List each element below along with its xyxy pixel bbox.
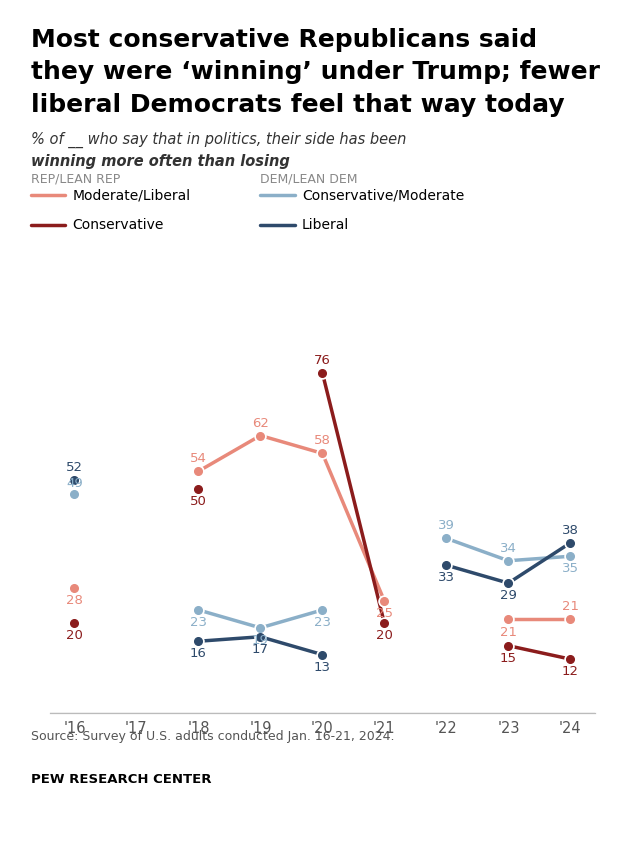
Text: Conservative/Moderate: Conservative/Moderate	[302, 188, 464, 202]
Text: 54: 54	[190, 452, 207, 466]
Text: 19: 19	[252, 634, 269, 647]
Text: 21: 21	[562, 600, 579, 613]
Text: 13: 13	[314, 661, 331, 674]
Text: 38: 38	[562, 524, 579, 537]
Text: 33: 33	[438, 571, 455, 584]
Text: 58: 58	[314, 435, 331, 448]
Text: 21: 21	[500, 626, 517, 639]
Text: 25: 25	[376, 607, 393, 620]
Text: 29: 29	[500, 589, 517, 602]
Text: 16: 16	[190, 647, 207, 660]
Text: Most conservative Republicans said: Most conservative Republicans said	[31, 28, 537, 52]
Text: 34: 34	[500, 542, 517, 555]
Text: 17: 17	[252, 643, 269, 656]
Text: winning more often than losing: winning more often than losing	[31, 154, 290, 168]
Text: 15: 15	[500, 651, 517, 664]
Text: 52: 52	[66, 461, 83, 474]
Text: DEM/LEAN DEM: DEM/LEAN DEM	[260, 173, 358, 186]
Text: Moderate/Liberal: Moderate/Liberal	[73, 188, 191, 202]
Text: REP/LEAN REP: REP/LEAN REP	[31, 173, 120, 186]
Text: 62: 62	[252, 416, 269, 429]
Text: 23: 23	[314, 616, 331, 629]
Text: 23: 23	[190, 616, 207, 629]
Text: % of __ who say that in politics, their side has been: % of __ who say that in politics, their …	[31, 131, 406, 148]
Text: 20: 20	[376, 629, 393, 642]
Text: 39: 39	[438, 519, 455, 532]
Text: 28: 28	[66, 594, 83, 607]
Text: 20: 20	[66, 629, 83, 642]
Text: Source: Survey of U.S. adults conducted Jan. 16-21, 2024.: Source: Survey of U.S. adults conducted …	[31, 730, 394, 743]
Text: 12: 12	[562, 665, 579, 678]
Text: Liberal: Liberal	[302, 218, 349, 232]
Text: liberal Democrats feel that way today: liberal Democrats feel that way today	[31, 93, 565, 118]
Text: 49: 49	[66, 478, 83, 491]
Text: they were ‘winning’ under Trump; fewer: they were ‘winning’ under Trump; fewer	[31, 60, 600, 85]
Text: Conservative: Conservative	[73, 218, 164, 232]
Text: 50: 50	[190, 495, 207, 508]
Text: 76: 76	[314, 354, 331, 367]
Text: PEW RESEARCH CENTER: PEW RESEARCH CENTER	[31, 773, 211, 786]
Text: 35: 35	[562, 562, 579, 575]
